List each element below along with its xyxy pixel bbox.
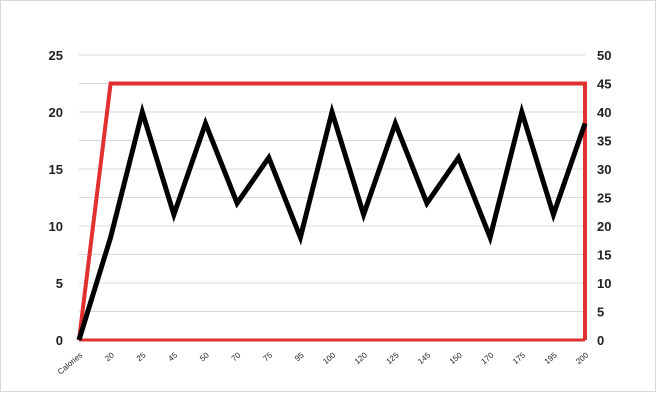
y-right-tick-label: 0 (597, 333, 604, 348)
x-tick-label: 95 (293, 350, 306, 363)
y-left-tick-label: 5 (56, 276, 63, 291)
y-right-tick-label: 5 (597, 305, 604, 320)
y-right-tick-label: 45 (597, 77, 611, 92)
x-tick-label: 195 (543, 350, 559, 366)
x-tick-label: 145 (416, 350, 432, 366)
y-right-tick-label: 35 (597, 134, 611, 149)
x-tick-label: 150 (448, 350, 464, 366)
gridlines (79, 55, 585, 312)
x-tick-label: 75 (261, 350, 274, 363)
x-tick-label: Calories (56, 351, 84, 377)
y-right-tick-label: 25 (597, 191, 611, 206)
y-left-tick-label: 0 (56, 333, 63, 348)
x-tick-label: 170 (479, 350, 495, 366)
x-tick-label: 120 (353, 350, 369, 366)
x-tick-label: 45 (167, 350, 180, 363)
x-tick-label: 50 (198, 350, 211, 363)
y-right-tick-label: 50 (597, 48, 611, 63)
y-left-tick-label: 10 (49, 219, 63, 234)
x-tick-label: 175 (511, 350, 527, 366)
y-left-tick-label: 15 (49, 162, 63, 177)
y-left-tick-label: 25 (49, 48, 63, 63)
x-tick-label: 125 (385, 350, 401, 366)
tick-labels: 0 5 10 15 20 25 0 5 10 15 20 25 30 35 40 45 50 Calories 20… (49, 48, 612, 376)
x-tick-label: 100 (321, 350, 337, 366)
y-right-tick-label: 20 (597, 219, 611, 234)
x-tick-label: 70 (230, 350, 243, 363)
y-right-tick-label: 30 (597, 162, 611, 177)
x-tick-label: 200 (574, 350, 590, 366)
y-right-tick-label: 10 (597, 276, 611, 291)
y-right-tick-label: 15 (597, 248, 611, 263)
series (79, 83, 585, 340)
y-right-tick-label: 40 (597, 105, 611, 120)
x-tick-label: 25 (135, 350, 148, 363)
x-tick-label: 20 (103, 350, 116, 363)
y-left-tick-label: 20 (49, 105, 63, 120)
